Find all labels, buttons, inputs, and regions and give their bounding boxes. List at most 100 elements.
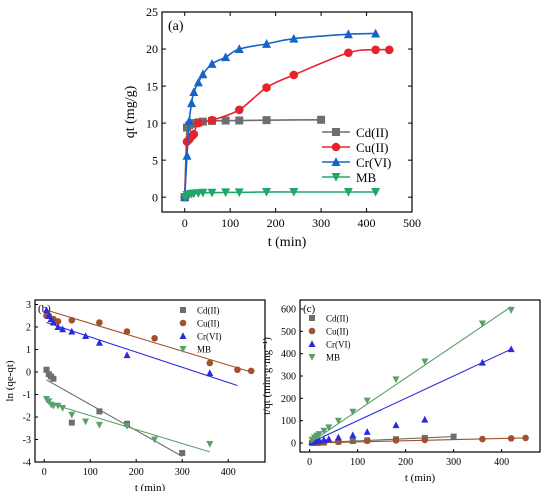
data-point bbox=[421, 358, 429, 366]
data-point bbox=[371, 28, 381, 38]
data-point bbox=[371, 45, 380, 55]
data-point bbox=[206, 359, 214, 367]
data-point bbox=[234, 188, 244, 198]
data-point bbox=[123, 423, 131, 430]
data-point bbox=[43, 306, 50, 314]
y-tick-label: 600 bbox=[281, 304, 296, 315]
series-Cu(II) bbox=[43, 309, 255, 375]
data-point bbox=[207, 59, 217, 68]
series-Cd(II) bbox=[43, 366, 186, 457]
data-point bbox=[349, 438, 356, 445]
data-point bbox=[262, 39, 272, 48]
legend-marker bbox=[309, 315, 315, 321]
data-point bbox=[68, 411, 76, 419]
data-point bbox=[478, 320, 486, 328]
y-tick-label: 0 bbox=[291, 439, 296, 450]
data-point bbox=[421, 436, 429, 444]
data-point bbox=[479, 435, 486, 443]
data-point bbox=[522, 434, 529, 442]
series-Cr(VI) bbox=[180, 28, 381, 202]
y-tick-label: 500 bbox=[281, 327, 296, 338]
x-axis-label: t (min) bbox=[268, 235, 307, 250]
legend-label: MB bbox=[197, 345, 211, 355]
data-point bbox=[95, 421, 103, 429]
panel-label: (a) bbox=[168, 19, 184, 34]
data-point bbox=[189, 129, 199, 139]
legend-label: MB bbox=[356, 170, 377, 185]
y-tick-label: 5 bbox=[152, 153, 158, 167]
y-tick-label: 3 bbox=[26, 300, 31, 311]
data-point bbox=[289, 188, 299, 197]
data-point bbox=[262, 116, 271, 125]
data-point bbox=[507, 435, 515, 442]
series-Cr(VI) bbox=[43, 306, 238, 387]
x-tick-label: 200 bbox=[267, 216, 285, 230]
legend-marker bbox=[180, 307, 186, 313]
fit-line bbox=[309, 437, 526, 444]
y-axis-label: qt (mg/g) bbox=[123, 85, 138, 138]
legend-marker bbox=[331, 142, 341, 152]
y-tick-label: 2 bbox=[26, 323, 31, 334]
legend-label: Cr(VI) bbox=[197, 332, 222, 342]
series-line bbox=[183, 32, 376, 198]
data-point bbox=[371, 188, 381, 197]
data-point bbox=[49, 402, 57, 410]
legend-label: MB bbox=[326, 353, 340, 363]
data-point bbox=[343, 188, 353, 197]
data-point bbox=[54, 323, 62, 330]
series-MB bbox=[308, 306, 515, 444]
series-Cr(VI) bbox=[308, 345, 515, 446]
legend-label: Cu(II) bbox=[326, 327, 349, 337]
series-Cd(II) bbox=[180, 115, 326, 202]
data-point bbox=[198, 188, 208, 198]
x-tick-label: 0 bbox=[42, 467, 47, 478]
x-tick-label: 300 bbox=[312, 216, 330, 230]
data-point bbox=[247, 367, 255, 375]
data-point bbox=[392, 421, 400, 429]
legend-marker bbox=[308, 327, 316, 335]
data-point bbox=[82, 418, 90, 426]
y-tick-label: 100 bbox=[281, 416, 296, 427]
legend-label: Cu(II) bbox=[197, 319, 220, 329]
data-point bbox=[182, 150, 192, 160]
data-point bbox=[315, 431, 323, 438]
legend-marker bbox=[179, 346, 187, 353]
y-tick-label: 1 bbox=[26, 345, 31, 356]
data-point bbox=[334, 433, 342, 441]
data-point bbox=[207, 188, 217, 198]
data-point bbox=[187, 98, 197, 108]
y-tick-label: -3 bbox=[23, 435, 31, 446]
data-point bbox=[189, 119, 198, 128]
data-point bbox=[96, 319, 103, 326]
fit-line bbox=[46, 309, 252, 373]
data-point bbox=[59, 325, 67, 333]
x-tick-label: 100 bbox=[350, 457, 365, 468]
legend-marker bbox=[179, 332, 187, 339]
legend-marker bbox=[179, 319, 187, 327]
data-point bbox=[207, 115, 217, 125]
data-point bbox=[392, 376, 400, 384]
data-point bbox=[317, 115, 326, 124]
data-point bbox=[54, 318, 62, 325]
data-point bbox=[349, 431, 357, 439]
data-point bbox=[49, 318, 57, 326]
legend: Cd(II) Cu(II) Cr(VI) MB bbox=[179, 306, 222, 355]
data-point bbox=[363, 428, 371, 435]
data-point bbox=[450, 433, 457, 440]
data-point bbox=[234, 105, 244, 115]
plot-frame bbox=[34, 299, 266, 463]
x-tick-label: 0 bbox=[307, 457, 312, 468]
y-tick-label: -2 bbox=[23, 413, 31, 424]
data-point bbox=[289, 33, 299, 43]
fit-line bbox=[46, 379, 183, 457]
legend-label: Cd(II) bbox=[326, 314, 349, 324]
data-point bbox=[392, 437, 400, 444]
legend-label: Cd(II) bbox=[197, 306, 220, 316]
data-point bbox=[363, 437, 371, 445]
x-tick-label: 300 bbox=[175, 467, 190, 478]
data-point bbox=[54, 402, 62, 410]
data-point bbox=[325, 424, 333, 432]
data-point bbox=[325, 435, 333, 443]
data-point bbox=[206, 441, 214, 448]
